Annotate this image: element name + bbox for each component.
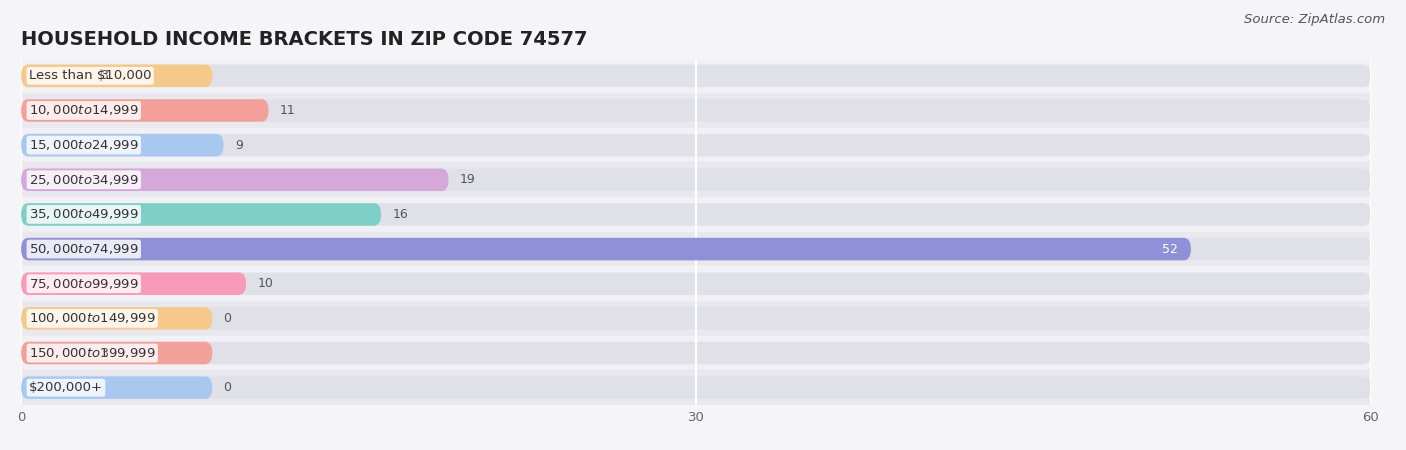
FancyBboxPatch shape: [21, 342, 212, 365]
FancyBboxPatch shape: [21, 342, 1371, 365]
Text: 3: 3: [100, 346, 108, 360]
Text: $15,000 to $24,999: $15,000 to $24,999: [30, 138, 139, 152]
Text: $35,000 to $49,999: $35,000 to $49,999: [30, 207, 139, 221]
Bar: [21, 128, 1371, 162]
Text: Less than $10,000: Less than $10,000: [30, 69, 152, 82]
FancyBboxPatch shape: [21, 272, 246, 295]
FancyBboxPatch shape: [21, 64, 212, 87]
FancyBboxPatch shape: [21, 272, 1371, 295]
FancyBboxPatch shape: [21, 238, 1371, 261]
Bar: [21, 266, 1371, 301]
FancyBboxPatch shape: [21, 307, 212, 330]
FancyBboxPatch shape: [21, 238, 1191, 261]
Text: $150,000 to $199,999: $150,000 to $199,999: [30, 346, 156, 360]
Text: 19: 19: [460, 173, 475, 186]
Bar: [21, 197, 1371, 232]
Text: 11: 11: [280, 104, 295, 117]
Text: 10: 10: [257, 277, 273, 290]
FancyBboxPatch shape: [21, 99, 1371, 122]
Bar: [21, 370, 1371, 405]
Text: 0: 0: [224, 312, 232, 325]
FancyBboxPatch shape: [21, 203, 381, 226]
FancyBboxPatch shape: [21, 64, 1371, 87]
FancyBboxPatch shape: [21, 376, 212, 399]
FancyBboxPatch shape: [21, 168, 449, 191]
FancyBboxPatch shape: [21, 134, 224, 157]
Text: 9: 9: [235, 139, 243, 152]
Text: 52: 52: [1161, 243, 1177, 256]
FancyBboxPatch shape: [21, 134, 1371, 157]
Text: $100,000 to $149,999: $100,000 to $149,999: [30, 311, 156, 325]
Bar: [21, 301, 1371, 336]
FancyBboxPatch shape: [21, 376, 1371, 399]
Text: $200,000+: $200,000+: [30, 381, 103, 394]
Bar: [21, 232, 1371, 266]
Bar: [21, 336, 1371, 370]
FancyBboxPatch shape: [21, 203, 1371, 226]
Text: 16: 16: [392, 208, 408, 221]
FancyBboxPatch shape: [21, 307, 1371, 330]
Text: HOUSEHOLD INCOME BRACKETS IN ZIP CODE 74577: HOUSEHOLD INCOME BRACKETS IN ZIP CODE 74…: [21, 30, 588, 49]
Text: Source: ZipAtlas.com: Source: ZipAtlas.com: [1244, 14, 1385, 27]
Bar: [21, 93, 1371, 128]
Text: $75,000 to $99,999: $75,000 to $99,999: [30, 277, 139, 291]
Text: $10,000 to $14,999: $10,000 to $14,999: [30, 104, 139, 117]
FancyBboxPatch shape: [21, 168, 1371, 191]
Bar: [21, 58, 1371, 93]
FancyBboxPatch shape: [21, 99, 269, 122]
Text: 0: 0: [224, 381, 232, 394]
Text: $50,000 to $74,999: $50,000 to $74,999: [30, 242, 139, 256]
Text: 3: 3: [100, 69, 108, 82]
Text: $25,000 to $34,999: $25,000 to $34,999: [30, 173, 139, 187]
Bar: [21, 162, 1371, 197]
